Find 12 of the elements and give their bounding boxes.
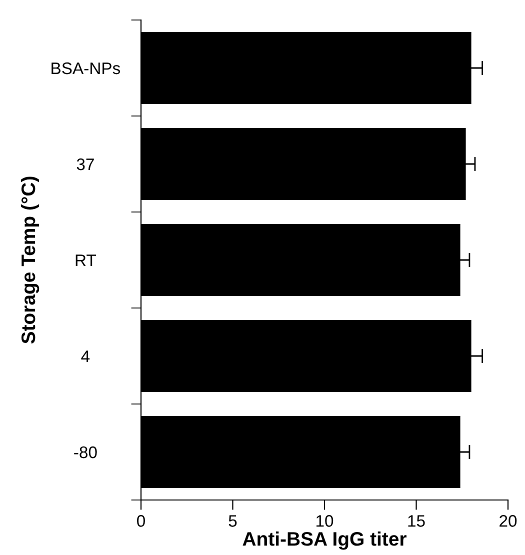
x-tick-label: 5: [228, 515, 237, 527]
y-tick-label: RT: [76, 254, 96, 266]
x-tick-label: 0: [137, 515, 145, 527]
x-tick-label: 20: [500, 515, 517, 527]
x-axis-title: Anti-BSA IgG titer: [242, 532, 406, 550]
y-tick-label: BSA-NPs: [52, 62, 120, 74]
x-tick-label: 10: [316, 515, 334, 527]
x-tick-label: 15: [408, 515, 425, 527]
y-tick-label: -80: [74, 446, 97, 458]
y-tick-label: 37: [76, 158, 94, 170]
y-axis-title: Storage Temp (°C): [20, 176, 40, 344]
y-tick-label: 4: [81, 350, 90, 362]
